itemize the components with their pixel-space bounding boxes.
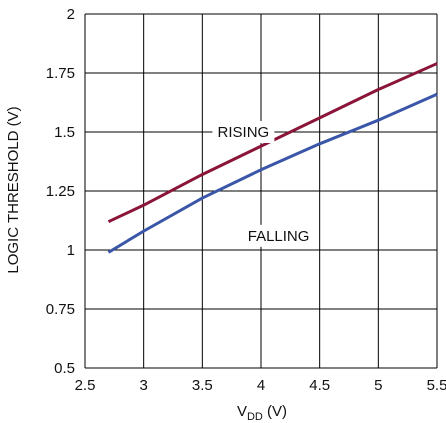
x-tick-label: 2.5 bbox=[75, 377, 96, 394]
y-tick-label: 1.5 bbox=[54, 124, 75, 141]
tick-labels: 2.5 3 3.5 4 4.5 5 5.5 0.5 0.75 1 1.25 1.5 1.75 2 bbox=[46, 6, 446, 394]
y-tick-label: 1.25 bbox=[46, 183, 75, 200]
grid-lines bbox=[84, 13, 438, 369]
series-label-falling: FALLING bbox=[248, 228, 310, 245]
x-axis-label-subscript: DD bbox=[247, 411, 263, 423]
series-line-rising bbox=[107, 62, 438, 224]
x-axis-label-unit: (V) bbox=[263, 403, 287, 420]
x-tick-label: 4.5 bbox=[309, 377, 330, 394]
x-tick-label: 4 bbox=[257, 377, 265, 394]
y-tick-label: 0.5 bbox=[54, 360, 75, 377]
data-series bbox=[107, 62, 438, 254]
y-tick-label: 1.75 bbox=[46, 65, 75, 82]
x-tick-label: 5 bbox=[374, 377, 382, 394]
series-label-rising: RISING bbox=[218, 124, 270, 141]
y-tick-label: 1 bbox=[67, 242, 75, 259]
y-tick-label: 2 bbox=[67, 6, 75, 23]
y-axis-label: LOGIC THRESHOLD (V) bbox=[5, 106, 22, 273]
x-tick-label: 5.5 bbox=[427, 377, 446, 394]
x-tick-label: 3 bbox=[139, 377, 147, 394]
series-label-background bbox=[243, 224, 315, 247]
series-labels: RISING FALLING bbox=[212, 121, 315, 247]
x-tick-label: 3.5 bbox=[192, 377, 213, 394]
x-axis-label-main: V bbox=[237, 403, 247, 420]
y-tick-label: 0.75 bbox=[46, 301, 75, 318]
series-line-falling bbox=[107, 92, 438, 254]
x-axis-label: VDD (V) bbox=[237, 403, 287, 423]
series-label-background bbox=[212, 121, 275, 143]
